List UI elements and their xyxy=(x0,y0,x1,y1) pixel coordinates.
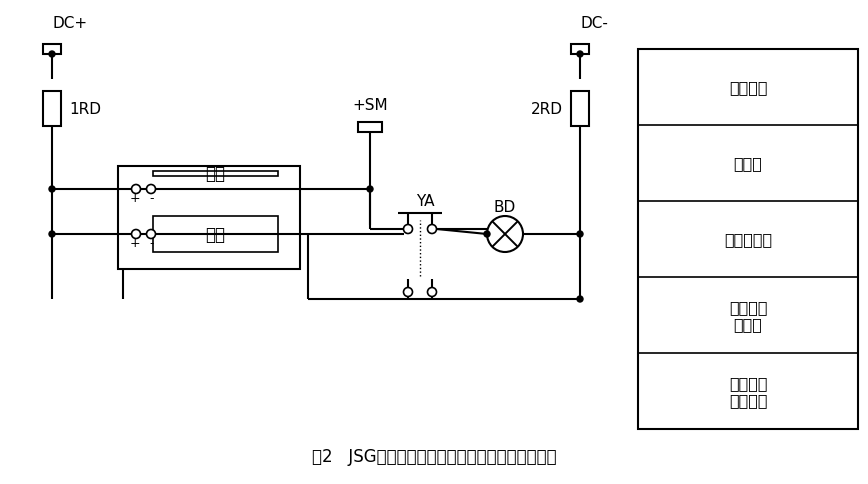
Circle shape xyxy=(49,52,55,58)
Text: 1RD: 1RD xyxy=(69,102,101,117)
Text: 启动: 启动 xyxy=(206,165,226,183)
Text: 2RD: 2RD xyxy=(531,102,563,117)
Bar xyxy=(118,166,300,270)
Circle shape xyxy=(484,231,490,238)
Bar xyxy=(571,92,589,127)
Bar xyxy=(571,45,589,55)
Circle shape xyxy=(147,230,155,239)
Text: BD: BD xyxy=(494,199,516,214)
Text: 静态闪光
断电器: 静态闪光 断电器 xyxy=(729,299,767,332)
Text: 熔断器: 熔断器 xyxy=(733,156,762,171)
Circle shape xyxy=(131,185,141,194)
Bar xyxy=(43,92,61,127)
Text: 直流母线: 直流母线 xyxy=(729,80,767,95)
Circle shape xyxy=(577,52,583,58)
Circle shape xyxy=(367,187,373,193)
Text: DC-: DC- xyxy=(580,15,608,30)
Text: 图2   JSG系列静态闪光继电器应用外部接线参考图: 图2 JSG系列静态闪光继电器应用外部接线参考图 xyxy=(312,447,556,465)
Circle shape xyxy=(428,288,437,297)
Text: +SM: +SM xyxy=(352,97,388,112)
Circle shape xyxy=(428,225,437,234)
Text: 电源: 电源 xyxy=(206,226,226,243)
Bar xyxy=(638,50,858,429)
Text: -: - xyxy=(150,192,155,205)
Circle shape xyxy=(131,230,141,239)
Bar xyxy=(153,216,278,253)
Text: 试验按钮
及信号灯: 试验按钮 及信号灯 xyxy=(729,375,767,408)
Circle shape xyxy=(404,225,412,234)
Bar xyxy=(153,172,278,177)
Text: DC+: DC+ xyxy=(52,15,87,30)
Circle shape xyxy=(577,296,583,302)
Circle shape xyxy=(577,231,583,238)
Text: +: + xyxy=(129,237,141,250)
Text: -: - xyxy=(150,237,155,250)
Text: +: + xyxy=(129,192,141,205)
Circle shape xyxy=(147,185,155,194)
Circle shape xyxy=(404,288,412,297)
Text: YA: YA xyxy=(416,194,434,209)
Text: 闪光小母线: 闪光小母线 xyxy=(724,232,772,247)
Bar xyxy=(43,45,61,55)
Circle shape xyxy=(49,187,55,193)
Bar xyxy=(358,123,382,133)
Circle shape xyxy=(49,231,55,238)
Circle shape xyxy=(487,216,523,253)
